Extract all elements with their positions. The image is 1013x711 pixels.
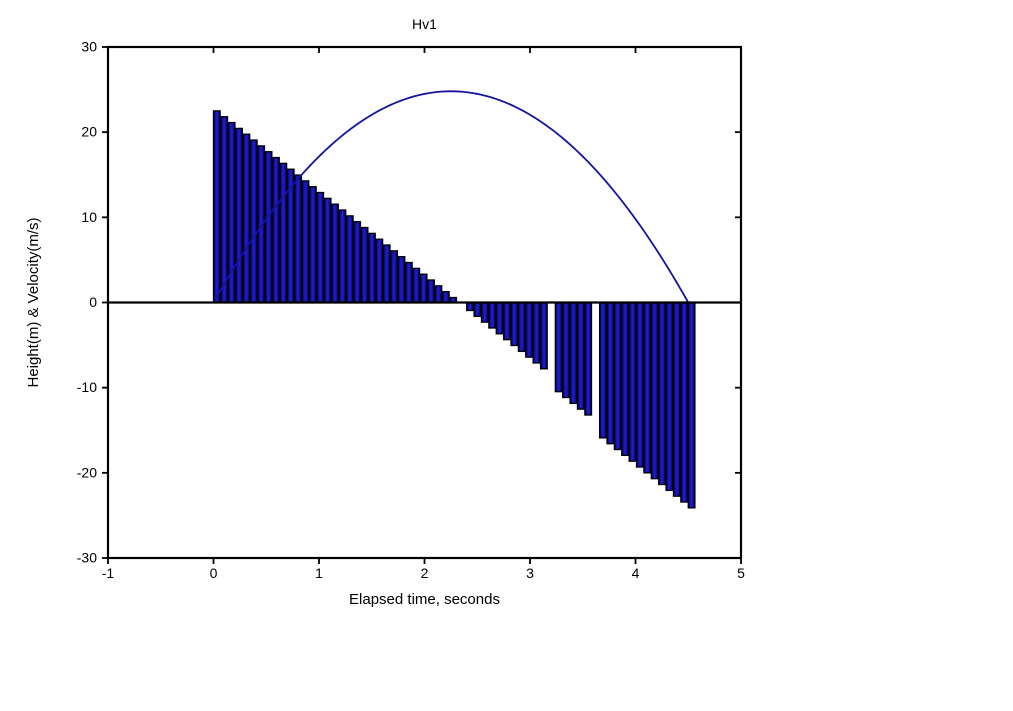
svg-text:30: 30 [81, 39, 97, 55]
svg-text:-10: -10 [77, 379, 97, 395]
svg-text:Hv1: Hv1 [412, 16, 437, 32]
svg-text:20: 20 [81, 124, 97, 140]
svg-text:0: 0 [89, 294, 97, 310]
svg-text:1: 1 [315, 565, 323, 581]
svg-text:Elapsed time, seconds: Elapsed time, seconds [349, 591, 500, 608]
svg-text:10: 10 [81, 209, 97, 225]
svg-text:-20: -20 [77, 464, 97, 480]
svg-text:Height(m) & Velocity(m/s): Height(m) & Velocity(m/s) [25, 217, 42, 387]
svg-text:3: 3 [526, 565, 534, 581]
svg-text:-1: -1 [102, 565, 115, 581]
svg-text:-30: -30 [77, 550, 97, 566]
svg-text:5: 5 [737, 565, 745, 581]
svg-text:2: 2 [421, 565, 429, 581]
svg-text:0: 0 [210, 565, 218, 581]
svg-text:4: 4 [632, 565, 640, 581]
